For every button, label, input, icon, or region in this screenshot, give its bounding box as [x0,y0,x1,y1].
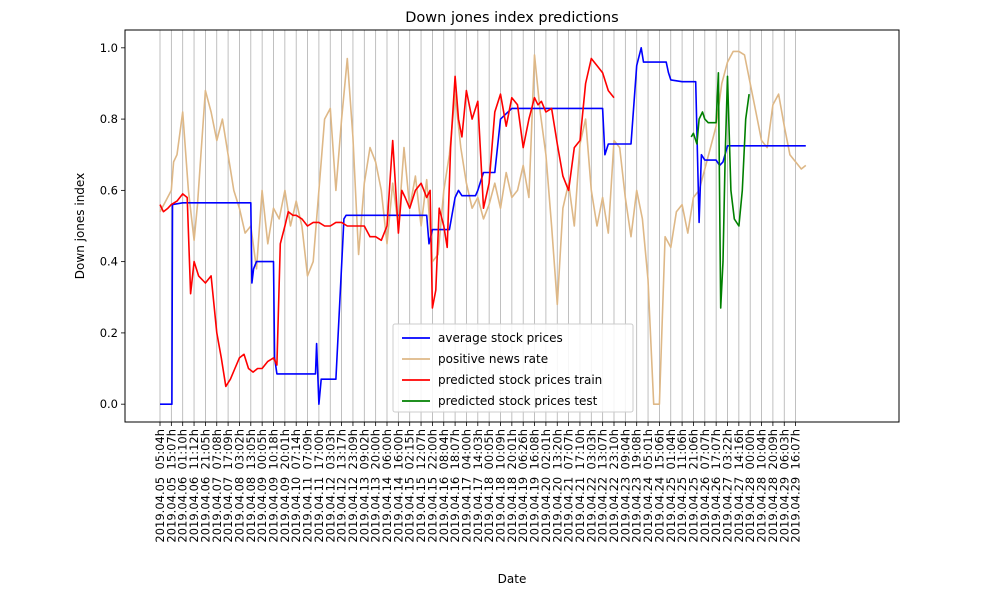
y-axis-label: Down jones index [73,173,87,279]
y-tick-label: 0.0 [100,397,118,411]
x-tick-label: 2019.04.13 20:00h [369,429,383,543]
x-tick-label: 2019.04.22 23:10h [607,429,621,543]
x-tick-label: 2019.04.19 16:08h [528,429,542,543]
x-tick-label: 2019.04.24 05:01h [641,429,655,543]
x-tick-label: 2019.04.09 20:01h [278,429,292,543]
series-line-2 [159,57,615,388]
x-tick-label: 2019.04.18 00:05h [482,429,496,543]
x-tick-label: 2019.04.05 05:04h [153,429,167,543]
y-tick-label: 0.8 [100,112,118,126]
x-tick-label: 2019.04.11 17:00h [312,429,326,543]
x-tick-label: 2019.04.15 12:07h [414,429,428,543]
x-tick-label: 2019.04.25 21:06h [686,429,700,543]
x-tick-label: 2019.04.09 00:05h [255,429,269,543]
x-tick-label: 2019.04.16 08:04h [437,429,451,543]
series-line-1 [159,50,807,406]
x-tick-label: 2019.04.06 01:10h [176,429,190,543]
x-tick-label: 2019.04.12 23:09h [346,429,360,543]
y-tick-label: 0.2 [100,326,118,340]
chart-title: Down jones index predictions [405,10,618,26]
legend-label: positive news rate [438,352,548,366]
series-layer [159,46,807,406]
x-tick-label: 2019.04.13 09:02h [357,429,371,543]
series-line-0 [160,46,806,406]
y-tick-label: 1.0 [100,41,118,55]
x-tick-label: 2019.04.26 17:07h [709,429,723,543]
x-tick-label: 2019.04.28 00:00h [743,429,757,543]
x-tick-label: 2019.04.11 07:09h [301,429,315,543]
legend-label: predicted stock prices train [438,373,602,387]
x-tick-label: 2019.04.18 20:01h [505,429,519,543]
x-tick-label: 2019.04.14 16:00h [391,429,405,543]
x-tick-label: 2019.04.23 09:04h [618,429,632,543]
legend-label: predicted stock prices test [438,394,598,408]
legend-label: average stock prices [438,331,563,345]
x-tick-label: 2019.04.08 03:02h [232,429,246,543]
x-tick-label: 2019.04.21 07:07h [562,429,576,543]
x-tick-label: 2019.04.15 22:00h [425,429,439,543]
x-tick-label: 2019.04.06 11:12h [187,429,201,543]
x-tick-label: 2019.04.12 03:03h [323,429,337,543]
series-line-3 [690,72,750,309]
x-axis-label: Date [498,572,527,586]
y-tick-label: 0.6 [100,183,118,197]
x-tick-label: 2019.04.28 10:04h [755,429,769,543]
x-tick-label: 2019.04.17 14:03h [471,429,485,543]
x-tick-label: 2019.04.27 03:22h [721,429,735,543]
x-tick-label: 2019.04.23 19:08h [630,429,644,543]
y-tick-label: 0.4 [100,255,118,269]
x-tick-label: 2019.04.06 21:05h [198,429,212,543]
x-tick-label: 2019.04.29 16:07h [789,429,803,543]
x-tick-label: 2019.04.20 13:20h [550,429,564,543]
x-tick-label: 2019.04.25 11:06h [675,429,689,543]
x-tick-label: 2019.04.07 07:08h [210,429,224,543]
x-tick-label: 2019.04.08 13:05h [244,429,258,543]
x-tick-label: 2019.04.09 10:18h [267,429,281,543]
x-tick-label: 2019.04.14 06:00h [380,429,394,543]
x-tick-label: 2019.04.25 01:04h [664,429,678,543]
x-tick-label: 2019.04.18 10:09h [494,429,508,543]
x-tick-label: 2019.04.17 04:00h [459,429,473,543]
x-tick-label: 2019.04.07 17:09h [221,429,235,543]
y-axis: 0.0 0.2 0.4 0.6 0.8 1.0 [100,41,125,411]
x-tick-label: 2019.04.26 07:07h [698,429,712,543]
legend: average stock prices positive news rate pr… [392,323,634,413]
legend-box [392,323,634,413]
x-tick-label: 2019.04.10 07:14h [289,429,303,543]
x-tick-label: 2019.04.27 14:16h [732,429,746,543]
x-tick-label: 2019.04.19 06:26h [516,429,530,543]
x-tick-label: 2019.04.22 13:07h [596,429,610,543]
x-tick-label: 2019.04.20 02:01h [539,429,553,543]
x-tick-label: 2019.04.29 06:03h [777,429,791,543]
x-tick-label: 2019.04.28 20:09h [766,429,780,543]
x-tick-label: 2019.04.16 18:07h [448,429,462,543]
x-tick-label: 2019.04.05 15:07h [164,429,178,543]
x-tick-label: 2019.04.21 17:10h [573,429,587,543]
x-tick-label: 2019.04.22 03:03h [584,429,598,543]
x-tick-label: 2019.04.24 15:06h [652,429,666,543]
x-tick-label: 2019.04.15 02:15h [403,429,417,543]
x-tick-label: 2019.04.12 13:17h [335,429,349,543]
